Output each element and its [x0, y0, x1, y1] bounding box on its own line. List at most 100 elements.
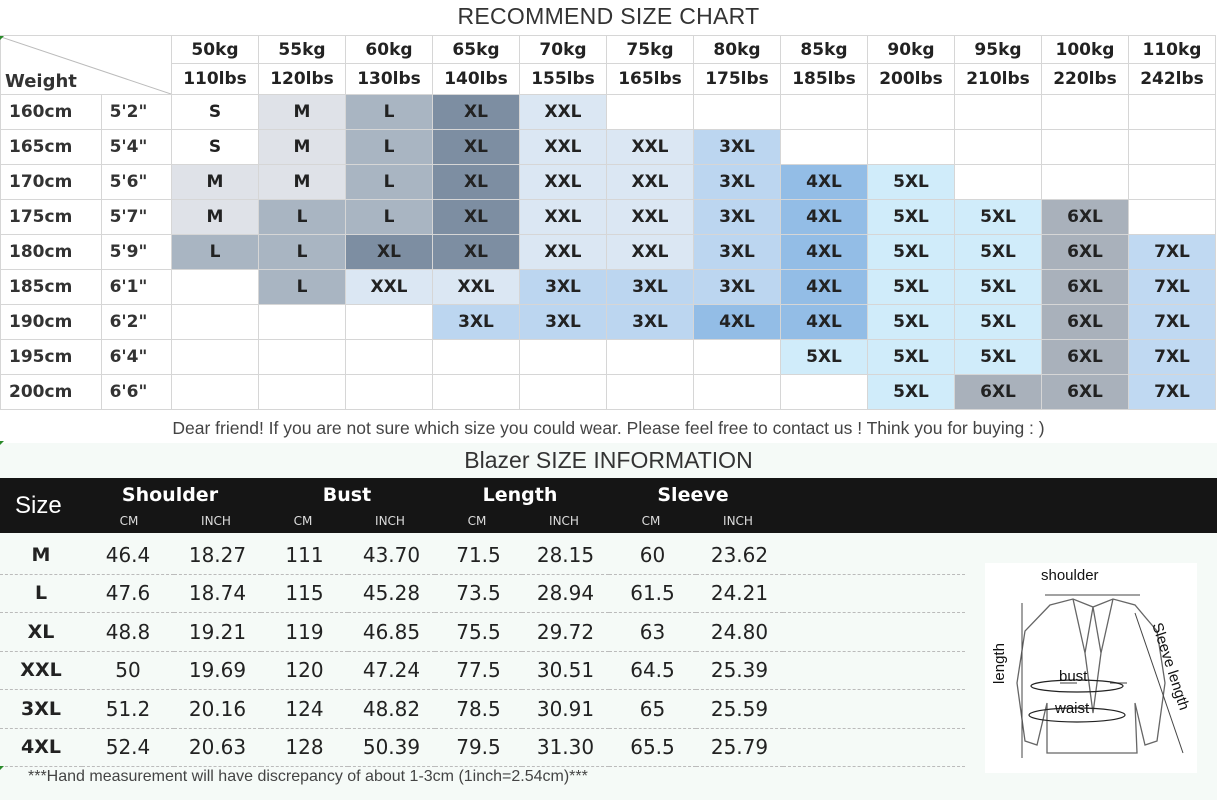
- sleeve-header: Sleeve: [657, 484, 729, 506]
- recommended-size-cell: [258, 374, 346, 410]
- measurement-value: 48.8: [82, 612, 174, 652]
- recommended-size-cell: [693, 374, 781, 410]
- size-label: 4XL: [0, 728, 82, 767]
- recommended-size-cell: [1041, 129, 1129, 165]
- weight-lbs-header: 185lbs: [780, 63, 868, 95]
- recommend-size-table: Weight 50kg 55kg 60kg 65kg 70kg 75kg 80kg 85kg 9…: [0, 35, 1216, 410]
- corner-marker-icon: [0, 36, 4, 40]
- measurement-value: 51.2: [82, 689, 174, 729]
- measurement-value: 30.51: [522, 651, 609, 690]
- recommended-size-cell: XXL: [606, 164, 694, 200]
- blazer-table-header: Size Shoulder Bust Length Sleeve CM INCH…: [0, 478, 1217, 533]
- recommended-size-cell: XL: [432, 94, 520, 130]
- recommended-size-cell: 6XL: [1041, 304, 1129, 340]
- blazer-info-title: Blazer SIZE INFORMATION: [464, 447, 753, 473]
- height-ft-label: 6'4": [100, 339, 173, 375]
- recommended-size-cell: [1128, 199, 1216, 235]
- weight-lbs-header: 220lbs: [1041, 63, 1129, 95]
- recommended-size-cell: S: [171, 129, 259, 165]
- recommended-size-cell: 7XL: [1128, 339, 1216, 375]
- measurement-value: 65.5: [609, 728, 696, 767]
- shoulder-header: Shoulder: [121, 484, 219, 506]
- unit-cm: CM: [293, 514, 313, 528]
- weight-kg-header: 60kg: [345, 35, 433, 64]
- recommended-size-cell: 3XL: [519, 269, 607, 305]
- recommended-size-cell: M: [258, 94, 346, 130]
- recommended-size-cell: [780, 374, 868, 410]
- diagram-waist-label: waist: [1055, 700, 1090, 717]
- recommended-size-cell: 5XL: [867, 199, 955, 235]
- measurement-value: 25.39: [696, 651, 783, 690]
- recommended-size-cell: [954, 164, 1042, 200]
- height-ft-label: 6'2": [100, 304, 173, 340]
- recommended-size-cell: [606, 339, 694, 375]
- recommended-size-cell: 7XL: [1128, 234, 1216, 270]
- weight-kg-header: 50kg: [171, 35, 259, 64]
- measurement-value: 65: [609, 689, 696, 729]
- measurement-value: 20.63: [174, 728, 261, 767]
- diagram-shoulder-label: shoulder: [1041, 567, 1099, 584]
- height-cm-label: 190cm: [0, 304, 102, 340]
- measurement-value: 77.5: [435, 651, 522, 690]
- blazer-sketch-icon: [1016, 594, 1184, 758]
- recommended-size-cell: 7XL: [1128, 374, 1216, 410]
- weight-lbs-header: 120lbs: [258, 63, 346, 95]
- height-cm-label: 195cm: [0, 339, 102, 375]
- recommended-size-cell: 3XL: [693, 129, 781, 165]
- recommended-size-cell: L: [345, 199, 433, 235]
- measurement-value: 64.5: [609, 651, 696, 690]
- recommended-size-cell: 6XL: [1041, 339, 1129, 375]
- recommended-size-cell: M: [171, 164, 259, 200]
- unit-inch: INCH: [723, 514, 753, 528]
- height-row: 185cm 6'1" L XXL XXL 3XL 3XL 3XL 4XL 5XL 5XL 6XL 7XL: [0, 269, 1216, 305]
- unit-cm: CM: [467, 514, 487, 528]
- measurement-value: 25.59: [696, 689, 783, 729]
- recommended-size-cell: 3XL: [693, 199, 781, 235]
- recommended-size-cell: [780, 94, 868, 130]
- height-ft-label: 5'6": [100, 164, 173, 200]
- height-ft-label: 6'6": [100, 374, 173, 410]
- height-row: 180cm 5'9" L L XL XL XXL XXL 3XL 4XL 5XL 5XL 6XL 7XL: [0, 234, 1216, 270]
- measurement-value: 46.4: [82, 536, 174, 575]
- recommended-size-cell: XXL: [606, 234, 694, 270]
- recommended-size-cell: 5XL: [867, 374, 955, 410]
- measurement-value: 20.16: [174, 689, 261, 729]
- corner-diagonal-line: [1, 36, 171, 94]
- recommended-size-cell: 3XL: [606, 304, 694, 340]
- size-info-row: L 47.6 18.74 115 45.28 73.5 28.94 61.5 24.21: [0, 574, 965, 613]
- blazer-size-table: M 46.4 18.27 111 43.70 71.5 28.15 60 23.62 L 47.6 1…: [0, 536, 965, 767]
- recommended-size-cell: [1128, 164, 1216, 200]
- recommended-size-cell: XL: [432, 164, 520, 200]
- blazer-measurement-diagram: shoulder length bust waist Sleeve length: [985, 563, 1197, 773]
- contact-notice: Dear friend! If you are not sure which s…: [172, 418, 1045, 438]
- unit-inch: INCH: [375, 514, 405, 528]
- recommended-size-cell: 4XL: [780, 304, 868, 340]
- weight-lbs-header: 130lbs: [345, 63, 433, 95]
- recommended-size-cell: XL: [345, 234, 433, 270]
- unit-inch: INCH: [201, 514, 231, 528]
- size-label: XL: [0, 612, 82, 652]
- height-row: 165cm 5'4" S M L XL XXL XXL 3XL: [0, 129, 1216, 165]
- recommended-size-cell: 6XL: [954, 374, 1042, 410]
- recommended-size-cell: XXL: [519, 94, 607, 130]
- unit-cm: CM: [641, 514, 661, 528]
- measurement-value: 71.5: [435, 536, 522, 575]
- measurement-value: 79.5: [435, 728, 522, 767]
- blank-cell: [783, 728, 965, 767]
- size-info-row: XL 48.8 19.21 119 46.85 75.5 29.72 63 24.80: [0, 612, 965, 652]
- height-ft-label: 5'4": [100, 129, 173, 165]
- recommended-size-cell: [432, 339, 520, 375]
- recommended-size-cell: XXL: [345, 269, 433, 305]
- measurement-value: 19.21: [174, 612, 261, 652]
- recommended-size-cell: [954, 94, 1042, 130]
- recommended-size-cell: L: [258, 199, 346, 235]
- recommended-size-cell: [1128, 129, 1216, 165]
- recommended-size-cell: [519, 339, 607, 375]
- weight-lbs-header: 210lbs: [954, 63, 1042, 95]
- recommended-size-cell: [345, 304, 433, 340]
- recommended-size-cell: [1041, 164, 1129, 200]
- weight-kg-header: 85kg: [780, 35, 868, 64]
- height-cm-label: 175cm: [0, 199, 102, 235]
- recommended-size-cell: 5XL: [954, 199, 1042, 235]
- recommended-size-cell: 4XL: [693, 304, 781, 340]
